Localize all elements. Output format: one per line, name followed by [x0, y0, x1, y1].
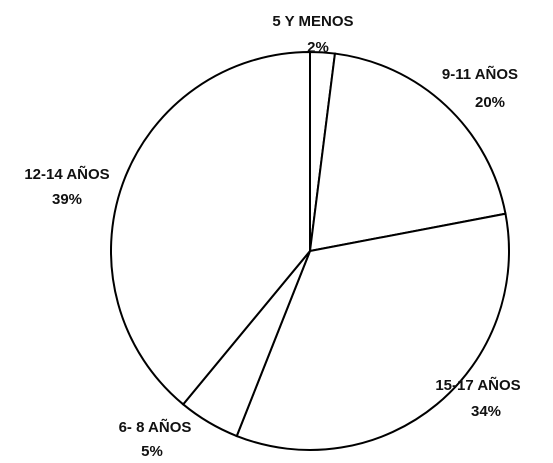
slice-value-label: 20% [475, 94, 505, 111]
slice-label: 5 Y MENOS [272, 13, 353, 30]
slice-value-label: 5% [141, 443, 163, 460]
slice-label: 12-14 AÑOS [24, 165, 109, 183]
pie-slice [235, 212, 510, 451]
slice-value-label: 2% [307, 39, 329, 56]
pie-slice [110, 50, 311, 406]
pie-slice [308, 52, 507, 253]
slice-label: 6- 8 AÑOS [119, 418, 192, 436]
slice-label: 9-11 AÑOS [442, 65, 518, 83]
slice-value-label: 34% [471, 403, 501, 420]
slice-label: 15-17 AÑOS [435, 376, 520, 394]
slice-value-label: 39% [52, 191, 82, 208]
